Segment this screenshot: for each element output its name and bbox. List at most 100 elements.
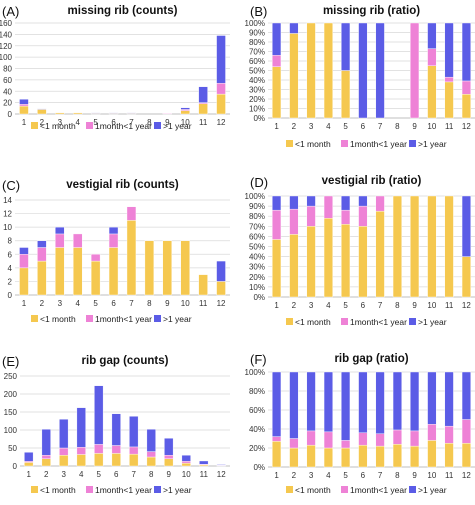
bar-segment xyxy=(272,239,281,297)
bar-segment xyxy=(164,459,173,466)
bar-segment xyxy=(410,23,419,118)
bar-segment xyxy=(109,227,118,234)
legend-swatch xyxy=(86,486,93,493)
bar-segment xyxy=(445,196,454,297)
chart-title: missing rib (counts) xyxy=(68,5,178,17)
legend-entry: 1month<1 year xyxy=(350,485,407,495)
bar-segment xyxy=(359,206,368,226)
bar-segment xyxy=(19,268,28,295)
x-tick-label: 1 xyxy=(274,301,279,310)
bar-segment xyxy=(445,443,454,467)
bar-segment xyxy=(324,448,333,467)
x-tick-label: 3 xyxy=(309,471,314,480)
bar-segment xyxy=(181,241,190,295)
bar-segment xyxy=(428,23,437,49)
bar-segment xyxy=(341,372,350,440)
x-tick-label: 11 xyxy=(199,299,208,308)
bar-segment xyxy=(307,445,316,467)
bar-segment xyxy=(445,77,454,82)
x-tick-label: 5 xyxy=(93,299,98,308)
x-tick-label: 12 xyxy=(217,299,226,308)
y-tick-label: 60 xyxy=(3,76,12,85)
y-tick-label: 70% xyxy=(249,48,265,57)
y-tick-label: 0 xyxy=(8,291,13,300)
bar-segment xyxy=(410,372,419,431)
y-tick-label: 90% xyxy=(249,29,265,38)
x-tick-label: 6 xyxy=(114,470,119,479)
bar-segment xyxy=(393,444,402,467)
bar-segment xyxy=(445,372,454,426)
bar-segment xyxy=(19,104,28,106)
bar-segment xyxy=(410,196,419,297)
x-tick-label: 6 xyxy=(361,122,366,131)
y-tick-label: 40% xyxy=(249,76,265,85)
bar-segment xyxy=(272,23,281,55)
bar-segment xyxy=(324,432,333,448)
x-tick-label: 12 xyxy=(462,301,471,310)
bar-segment xyxy=(181,111,190,114)
bar-segment xyxy=(145,241,154,295)
bar-segment xyxy=(462,81,471,94)
bar-segment xyxy=(127,207,136,221)
bar-segment xyxy=(393,372,402,430)
y-tick-label: 10 xyxy=(3,223,12,232)
chart-title: vestigial rib (ratio) xyxy=(322,175,422,187)
bar-segment xyxy=(109,234,118,248)
x-tick-label: 10 xyxy=(427,122,436,131)
bar-segment xyxy=(164,455,173,459)
x-tick-label: 2 xyxy=(292,301,297,310)
y-tick-label: 20% xyxy=(249,444,265,453)
x-tick-label: 4 xyxy=(326,301,331,310)
bar-segment xyxy=(290,23,299,33)
y-tick-label: 8 xyxy=(8,237,13,246)
bar-segment xyxy=(290,209,299,234)
y-tick-label: 160 xyxy=(0,19,13,28)
x-tick-label: 3 xyxy=(309,122,314,131)
y-tick-label: 60% xyxy=(249,232,265,241)
bar-segment xyxy=(290,439,299,449)
bar-segment xyxy=(376,196,385,211)
bar-segment xyxy=(290,372,299,439)
bar-segment xyxy=(324,218,333,297)
x-tick-label: 9 xyxy=(412,471,417,480)
bar-segment xyxy=(445,426,454,443)
bar-segment xyxy=(290,196,299,209)
x-tick-label: 8 xyxy=(395,122,400,131)
bar-segment xyxy=(272,196,281,210)
x-tick-label: 8 xyxy=(395,301,400,310)
legend-entry: <1 month xyxy=(40,314,76,324)
bar-segment xyxy=(290,448,299,467)
x-tick-label: 11 xyxy=(199,118,208,127)
bar-segment xyxy=(217,281,226,295)
x-tick-label: 10 xyxy=(427,471,436,480)
bar-segment xyxy=(59,455,68,466)
legend-swatch xyxy=(286,140,293,147)
legend-swatch xyxy=(286,318,293,325)
bar-segment xyxy=(359,226,368,297)
y-tick-label: 0% xyxy=(253,114,265,123)
bar-segment xyxy=(77,447,86,454)
bar-segment xyxy=(182,455,191,461)
panel-label: (C) xyxy=(2,178,20,193)
bar-segment xyxy=(59,419,68,448)
bar-segment xyxy=(462,372,471,420)
y-tick-label: 0 xyxy=(8,110,13,119)
x-tick-label: 5 xyxy=(343,471,348,480)
x-tick-label: 6 xyxy=(361,471,366,480)
y-tick-label: 20% xyxy=(249,95,265,104)
bar-segment xyxy=(290,33,299,118)
bar-segment xyxy=(359,372,368,433)
bar-segment xyxy=(19,99,28,104)
x-tick-label: 9 xyxy=(165,299,170,308)
bar-segment xyxy=(272,210,281,239)
bar-segment xyxy=(376,434,385,446)
bar-segment xyxy=(127,113,136,114)
bar-segment xyxy=(272,437,281,442)
x-tick-label: 1 xyxy=(22,118,27,127)
y-tick-label: 50% xyxy=(249,67,265,76)
bar-segment xyxy=(73,113,82,114)
x-tick-label: 4 xyxy=(326,122,331,131)
bar-segment xyxy=(24,452,33,461)
